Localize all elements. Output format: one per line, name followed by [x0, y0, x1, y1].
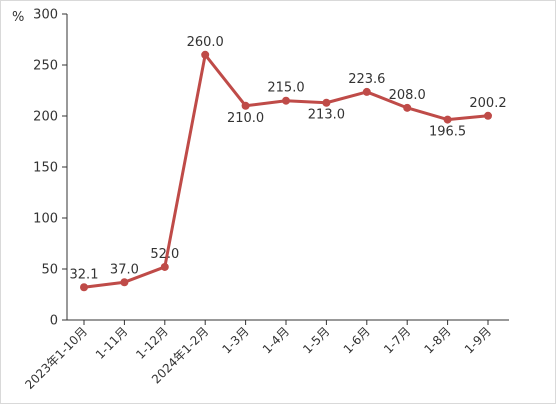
- x-tick-label: 1-7月: [381, 324, 413, 356]
- y-axis-unit-label: %: [12, 10, 25, 25]
- data-point: [241, 101, 250, 110]
- data-label: 208.0: [389, 88, 426, 103]
- data-point: [484, 111, 492, 120]
- data-point: [120, 278, 129, 287]
- data-point: [160, 262, 169, 271]
- data-label: 37.0: [110, 262, 139, 277]
- x-tick-label: 2023年1-10月: [22, 324, 90, 392]
- y-tick-label: 0: [50, 314, 58, 329]
- data-point: [282, 96, 290, 105]
- data-label: 215.0: [267, 81, 304, 96]
- x-tick-label: 1-11月: [93, 324, 131, 362]
- data-point: [80, 283, 88, 292]
- data-label: 200.2: [469, 96, 506, 111]
- y-tick-label: 100: [33, 212, 58, 227]
- data-label: 213.0: [308, 108, 345, 123]
- y-tick-label: 250: [33, 59, 58, 74]
- data-label: 260.0: [187, 35, 224, 50]
- data-point: [403, 103, 412, 112]
- x-tick-label: 1-8月: [421, 324, 453, 356]
- x-tick-label: 1-6月: [341, 324, 373, 356]
- data-label: 196.5: [429, 125, 466, 140]
- y-axis-ticks: 0 50 100 150 200 250 300: [33, 8, 67, 329]
- y-tick-label: 50: [41, 263, 58, 278]
- data-label: 52.0: [150, 247, 179, 262]
- data-points: [80, 50, 492, 292]
- data-label: 210.0: [227, 111, 264, 126]
- x-tick-label: 1-9月: [462, 324, 494, 356]
- x-tick-label: 1-3月: [219, 324, 251, 356]
- y-tick-label: 300: [33, 8, 58, 23]
- x-tick-label: 1-4月: [260, 324, 292, 356]
- y-tick-label: 150: [33, 161, 58, 176]
- y-tick-label: 200: [33, 110, 58, 125]
- data-point: [322, 98, 331, 107]
- x-tick-label: 1-5月: [300, 324, 332, 356]
- data-label: 32.1: [70, 267, 99, 282]
- data-point: [443, 115, 452, 124]
- data-point: [362, 87, 371, 96]
- x-tick-label: 1-12月: [133, 324, 171, 362]
- data-point: [201, 50, 210, 59]
- data-label: 223.6: [348, 72, 385, 87]
